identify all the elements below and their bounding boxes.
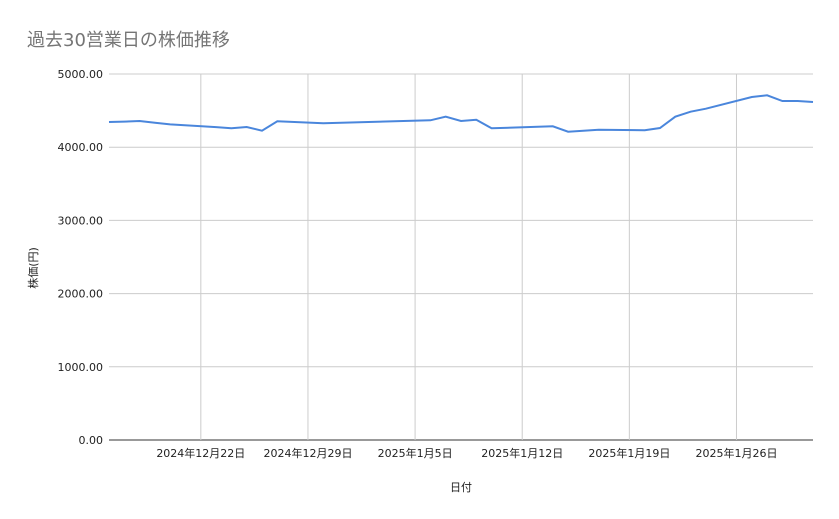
data-point [659,127,661,129]
x-tick-label: 2025年1月19日 [588,446,670,460]
data-point [429,119,431,121]
data-point [598,129,600,131]
data-point [215,126,217,128]
data-point [690,111,692,113]
data-point [644,129,646,131]
y-tick-label: 0.00 [79,434,104,447]
data-point [781,100,783,102]
data-point [169,123,171,125]
data-point [582,130,584,132]
data-point [766,94,768,96]
y-tick-label: 2000.00 [58,288,104,301]
data-point [674,116,676,118]
y-tick-label: 4000.00 [58,141,104,154]
x-tick-label: 2025年1月26日 [695,446,777,460]
data-point [491,127,493,129]
y-tick-label: 5000.00 [58,68,104,81]
x-axis-label: 日付 [450,481,472,494]
x-tick-label: 2024年12月29日 [263,446,352,460]
data-point [139,120,141,122]
data-point [751,96,753,98]
data-point [154,122,156,124]
y-tick-label: 3000.00 [58,214,104,227]
data-point [475,119,477,121]
x-tick-label: 2025年1月5日 [378,446,453,460]
data-point [460,120,462,122]
data-point [246,126,248,128]
data-point [322,122,324,124]
data-point [230,127,232,129]
data-point [797,100,799,102]
y-tick-label: 1000.00 [58,361,104,374]
data-point [812,101,814,103]
data-point [261,130,263,132]
data-point [276,120,278,122]
y-axis-label: 株価(円) [26,247,40,289]
data-point [552,125,554,127]
x-tick-label: 2025年1月12日 [481,446,563,460]
data-point [108,121,110,123]
x-tick-label: 2024年12月22日 [156,446,245,460]
data-point [445,116,447,118]
chart-title: 過去30営業日の株価推移 [27,30,230,51]
data-point [123,121,125,123]
series-line [108,94,814,133]
data-point [567,131,569,133]
data-point [705,108,707,110]
